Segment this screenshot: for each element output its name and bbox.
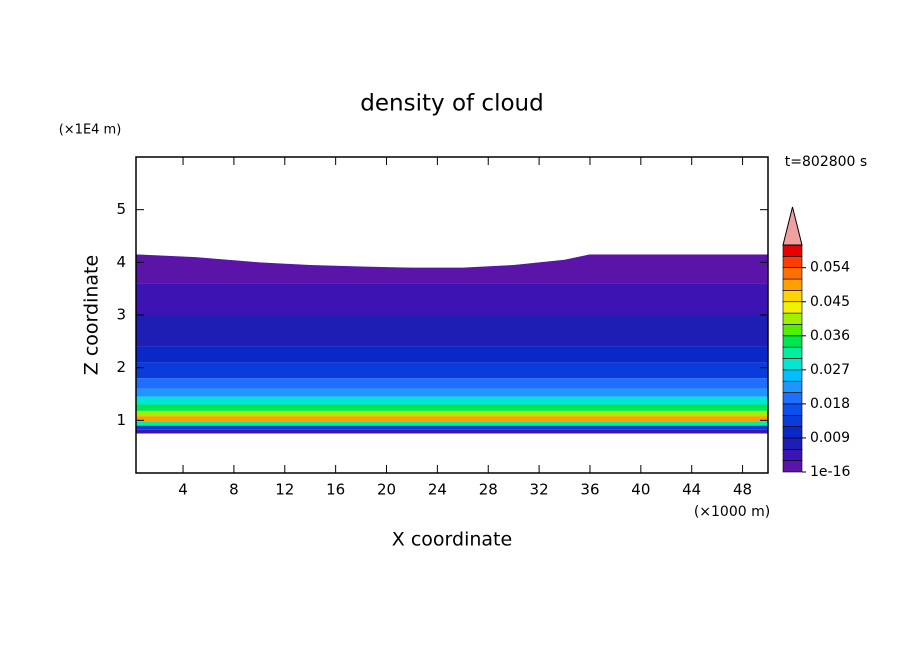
time-label: t=802800 s (785, 154, 867, 170)
y-tick-label: 2 (116, 358, 126, 376)
colorbar-box (782, 358, 803, 371)
colorbar-box (782, 392, 803, 405)
colorbar-box (782, 312, 803, 325)
y-axis-title: Z coordinate (81, 255, 103, 375)
contour-band (136, 315, 768, 347)
x-tick-label: 8 (229, 481, 239, 499)
x-tick-label: 24 (428, 481, 447, 499)
colorbar-box (782, 448, 803, 461)
x-tick-label: 40 (631, 481, 650, 499)
x-tick-label: 12 (275, 481, 294, 499)
y-tick-label: 1 (116, 411, 126, 429)
contour-band (136, 283, 768, 315)
colorbar-box (782, 244, 803, 257)
colorbar-box (782, 346, 803, 359)
contour-band (136, 346, 768, 363)
contour-band (136, 429, 768, 434)
colorbar-box (782, 414, 803, 427)
contour-band (136, 416, 768, 422)
colorbar-tick-label: 0.045 (810, 294, 850, 310)
x-tick-label: 44 (682, 481, 701, 499)
colorbar-box (782, 301, 803, 314)
colorbar-tick-label: 1e-16 (810, 464, 850, 480)
contour-band (136, 396, 768, 405)
colorbar-tick-label: 0.018 (810, 396, 850, 412)
colorbar-box (782, 324, 803, 337)
colorbar-extension (782, 206, 803, 246)
contour-band (136, 378, 768, 389)
colorbar-box (782, 380, 803, 393)
y-unit: (×1E4 m) (59, 123, 122, 138)
colorbar-box (782, 267, 803, 280)
colorbar-box (782, 278, 803, 291)
x-axis-title: X coordinate (392, 529, 512, 551)
colorbar-tick-label: 0.009 (810, 430, 850, 446)
x-tick-label: 16 (326, 481, 345, 499)
x-tick-label: 48 (733, 481, 752, 499)
x-tick-label: 28 (479, 481, 498, 499)
y-tick-label: 3 (116, 306, 126, 324)
colorbar-box (782, 290, 803, 303)
chart-title: density of cloud (360, 91, 543, 117)
cloud-top (136, 157, 768, 268)
contour-band (136, 404, 768, 411)
y-tick-label: 4 (116, 253, 126, 271)
x-tick-label: 4 (178, 481, 188, 499)
contour-band (136, 388, 768, 397)
colorbar-box (782, 335, 803, 348)
y-tick-label: 5 (116, 200, 126, 218)
contour-band (136, 410, 768, 417)
x-tick-label: 36 (580, 481, 599, 499)
colorbar-box (782, 403, 803, 416)
colorbar-tick-label: 0.036 (810, 328, 850, 344)
x-tick-label: 32 (530, 481, 549, 499)
colorbar-box (782, 426, 803, 439)
contour-band (136, 421, 768, 426)
colorbar-box (782, 460, 803, 473)
colorbar-tick-label: 0.027 (810, 362, 850, 378)
x-tick-label: 20 (377, 481, 396, 499)
contour-band (136, 362, 768, 379)
colorbar-box (782, 256, 803, 269)
colorbar-box (782, 437, 803, 450)
colorbar-tick-label: 0.054 (810, 260, 850, 276)
x-unit: (×1000 m) (694, 504, 770, 520)
colorbar-box (782, 369, 803, 382)
contour-band (136, 425, 768, 430)
